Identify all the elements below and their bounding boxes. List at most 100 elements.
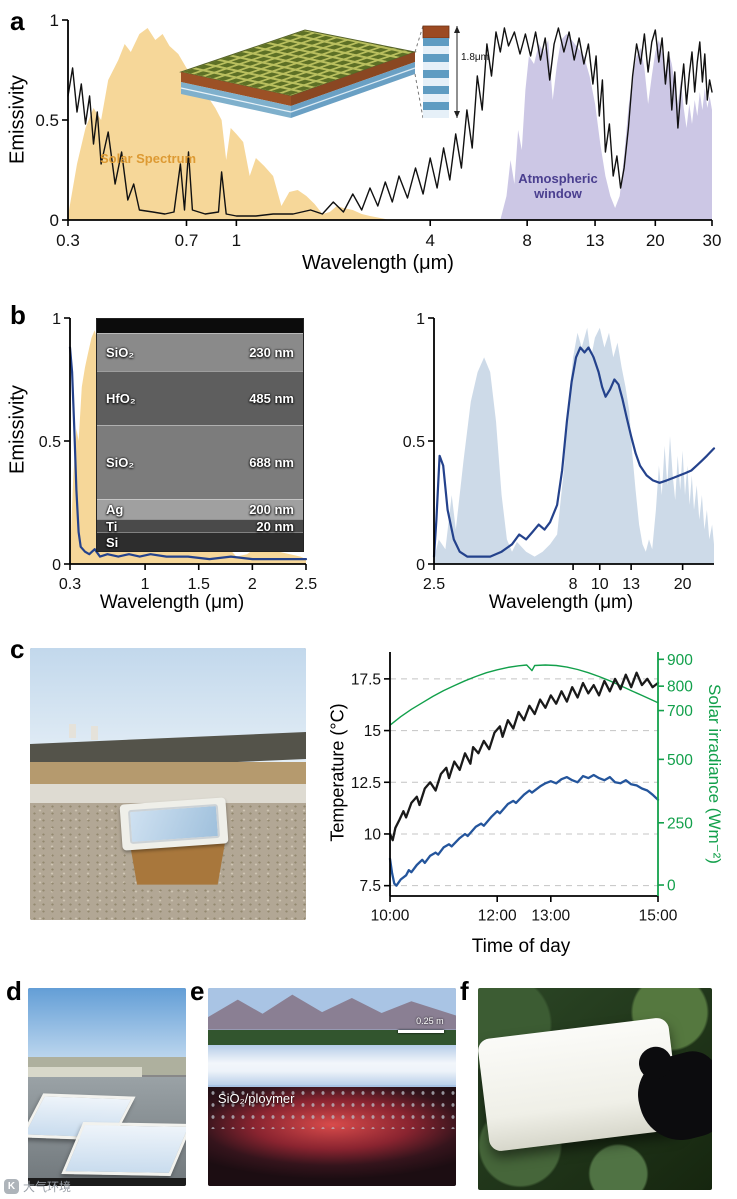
treeline xyxy=(208,1029,456,1046)
cooling-panel xyxy=(61,1121,186,1176)
x-tick-label: 12:00 xyxy=(478,908,517,925)
solar-spectrum xyxy=(68,28,390,220)
panel-c-ylabel: Temperature (°C) xyxy=(327,703,348,842)
right-tick-label: 0 xyxy=(667,878,676,895)
pillar-height-label: 1.8μm xyxy=(461,52,489,63)
pillar-cap xyxy=(422,25,450,39)
sem-layer-row: SiO₂ 230 nm xyxy=(97,333,303,371)
x-tick-label: 15:00 xyxy=(639,908,678,925)
sem-layer-row: Si xyxy=(97,532,303,551)
x-tick-label: 2.5 xyxy=(423,576,445,593)
sem-layer-row: HfO₂ 485 nm xyxy=(97,371,303,425)
temperature-irradiance-chart: 10:00 12:00 13:00 15:00 7.5 10 12.5 15 17.5 0 250 5… xyxy=(351,652,693,925)
panel-a-xlabel: Wavelength (μm) xyxy=(302,252,454,274)
sem-layer-row: Ti 20 nm xyxy=(97,518,303,534)
x-tick-label: 20 xyxy=(646,231,665,250)
metafilm-rendering: 0.25 m SiO₂/ploymer xyxy=(208,988,456,1186)
panel-a-ylabel: Emissivity xyxy=(6,75,29,164)
x-tick-label: 0.7 xyxy=(175,231,199,250)
sem-layer-thickness: 688 nm xyxy=(249,455,294,470)
sem-layer-row: Ag 200 nm xyxy=(97,499,303,519)
sem-cross-section-inset: SiO₂ 230 nm HfO₂ 485 nm SiO₂ 688 nm Ag 200 nm Ti… xyxy=(96,318,304,552)
panel-b-ylabel: Emissivity xyxy=(6,385,29,474)
watermark: K 大气环境 xyxy=(4,1178,71,1195)
roof-vents xyxy=(68,724,76,739)
solar-spectrum-label: Solar Spectrum xyxy=(100,151,197,166)
panel-d-label: d xyxy=(6,976,22,1006)
y-tick-label: 1 xyxy=(52,311,61,328)
y-tick-label: 0.5 xyxy=(403,434,425,451)
y-tick-label: 1 xyxy=(416,311,425,328)
chip-side-copper xyxy=(291,52,415,106)
right-tick-label: 900 xyxy=(667,652,693,669)
atmospheric-window-label: Atmospheric window xyxy=(518,171,598,201)
x-tick-label: 0.3 xyxy=(56,231,80,250)
film-material-label: SiO₂/ploymer xyxy=(217,1090,295,1106)
panel-a-label: a xyxy=(10,6,25,36)
photo-bottom-edge xyxy=(28,1178,186,1186)
x-tick-label: 2 xyxy=(248,576,257,593)
solar-irradiance xyxy=(389,664,659,726)
rooftop-experiment-photo xyxy=(30,648,306,920)
sem-layer-material: Si xyxy=(106,534,119,550)
sample-emissivity xyxy=(432,346,716,558)
white-building xyxy=(28,1067,142,1080)
broadband-emissivity-chart: 0.3 0.7 1 4 8 13 20 30 0 0.5 1 xyxy=(35,11,721,250)
sem-layer-thickness: 230 nm xyxy=(249,345,294,360)
atmospheric-transmittance xyxy=(434,327,714,564)
y-tick-label: 0 xyxy=(416,557,425,574)
x-tick-label: 8 xyxy=(522,231,531,250)
roof-parapet xyxy=(30,784,306,806)
sem-layer-material: Ag xyxy=(106,502,124,517)
sky xyxy=(28,988,186,1068)
x-tick-label: 13 xyxy=(586,231,605,250)
infrared-emissivity-chart: 2.5 8 10 13 20 0 0.5 1 xyxy=(403,311,716,593)
emissivity xyxy=(67,27,713,217)
sem-layer-row: SiO₂ 688 nm xyxy=(97,425,303,499)
panel-b-left-xlabel: Wavelength (μm) xyxy=(99,592,245,613)
sem-layer-stack: SiO₂ 230 nm HfO₂ 485 nm SiO₂ 688 nm Ag 200 nm Ti… xyxy=(97,333,303,551)
right-tick-label: 800 xyxy=(667,679,693,696)
y-tick-label: 12.5 xyxy=(351,775,381,792)
x-tick-label: 1 xyxy=(141,576,150,593)
sem-layer-material: Ti xyxy=(106,518,118,534)
x-tick-label: 0.3 xyxy=(59,576,81,593)
panel-b-label: b xyxy=(10,300,26,330)
y-tick-label: 15 xyxy=(364,723,381,740)
watermark-text: 大气环境 xyxy=(23,1180,72,1194)
y-tick-label: 7.5 xyxy=(359,878,381,895)
right-tick-label: 700 xyxy=(667,703,693,720)
cooler-surface xyxy=(128,803,221,844)
radiative-cooler-temperature xyxy=(388,773,660,887)
right-tick-label: 250 xyxy=(667,815,693,832)
sem-top-band xyxy=(97,319,303,333)
y-tick-label: 0.5 xyxy=(35,111,59,130)
x-tick-label: 2.5 xyxy=(295,576,317,593)
x-tick-label: 10 xyxy=(591,576,609,593)
sem-layer-material: SiO₂ xyxy=(106,345,135,360)
scale-bar xyxy=(397,1029,444,1033)
scale-bar-label: 0.25 m xyxy=(416,1015,444,1026)
x-tick-label: 20 xyxy=(674,576,692,593)
panel-c-label: c xyxy=(10,634,25,664)
y-tick-label: 0 xyxy=(52,557,61,574)
y-tick-label: 1 xyxy=(50,11,59,30)
y-tick-label: 0 xyxy=(50,211,59,230)
sample-emissivity xyxy=(68,346,308,561)
rooftop-panels-photo xyxy=(28,988,186,1186)
y-tick-label: 17.5 xyxy=(351,671,381,688)
white-cooling-slab-photo xyxy=(478,988,712,1190)
panel-c-right-ylabel: Solar irradiance (Wm⁻²) xyxy=(705,684,724,864)
y-tick-label: 0.5 xyxy=(39,434,61,451)
thermal-render xyxy=(208,1087,456,1186)
sem-layer-material: HfO₂ xyxy=(106,391,136,406)
outdoor-scene: 0.25 m xyxy=(208,988,456,1087)
sem-layer-material: SiO₂ xyxy=(106,455,135,470)
panel-f-label: f xyxy=(460,976,469,1006)
atmospheric-window xyxy=(500,34,712,220)
y-tick-label: 10 xyxy=(364,827,382,844)
metamaterial-structure-inset xyxy=(179,25,460,119)
pillar-multilayer-stack xyxy=(423,38,449,118)
x-tick-label: 1.5 xyxy=(188,576,210,593)
